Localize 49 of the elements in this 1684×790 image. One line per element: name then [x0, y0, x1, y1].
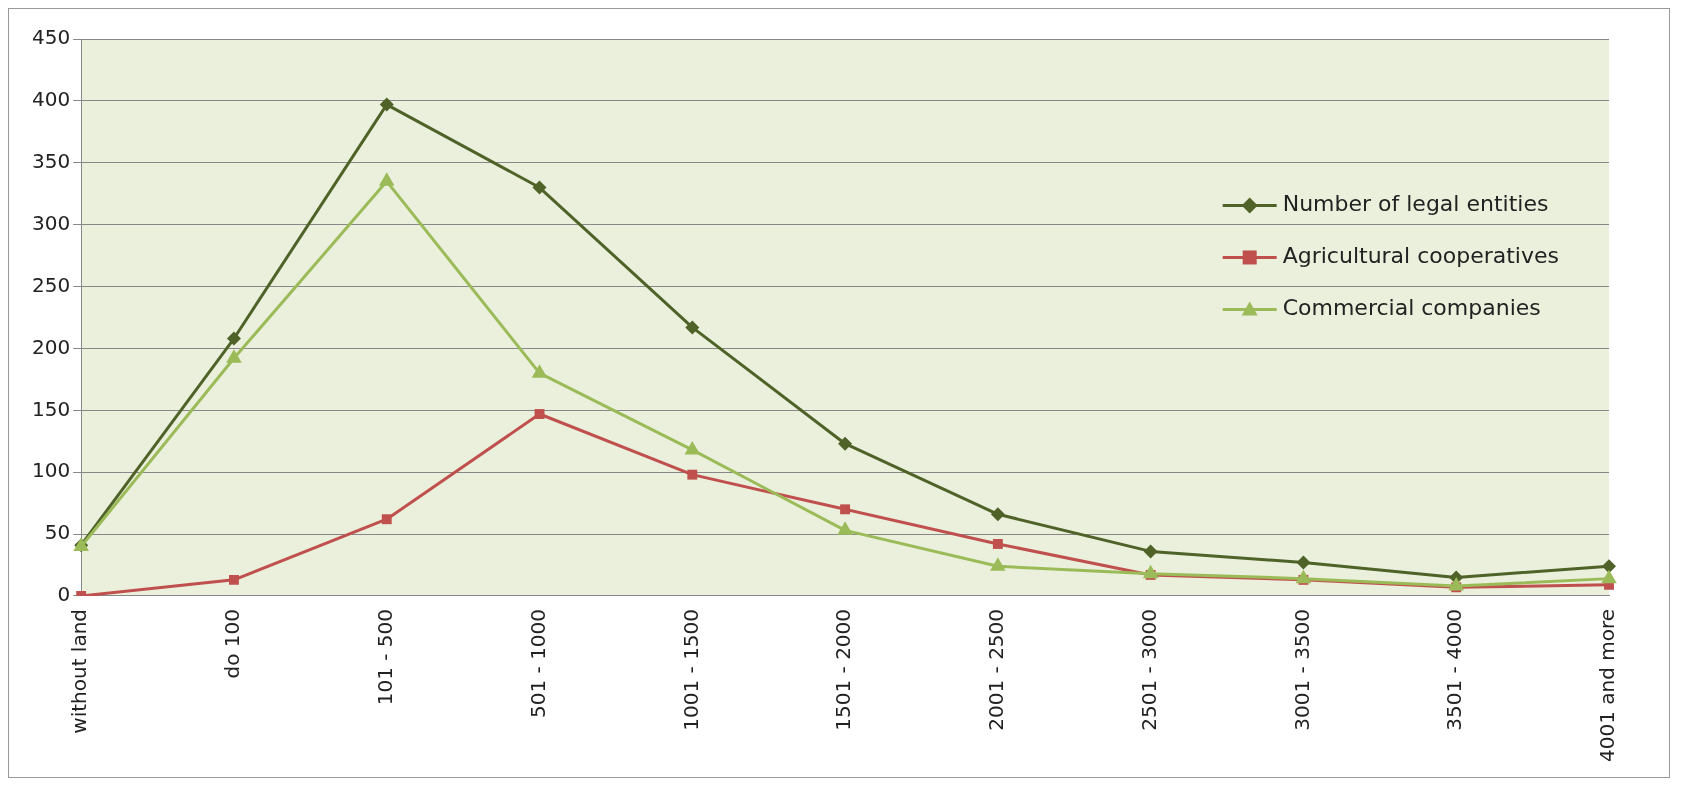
- x-tick-label: 4001 and more: [1595, 608, 1620, 762]
- x-tick-label: 2501 - 3000: [1136, 608, 1161, 731]
- point: [990, 557, 1006, 571]
- point: [1602, 559, 1616, 574]
- x-tick-label: 501 - 1000: [525, 608, 550, 718]
- y-tick-label: 300: [31, 210, 71, 235]
- point: [229, 574, 239, 585]
- point: [226, 349, 242, 363]
- point: [685, 320, 700, 335]
- y-tick-label: 0: [57, 582, 71, 607]
- y-tick-label: 100: [31, 458, 71, 483]
- y-tick-label: 50: [44, 520, 71, 545]
- point: [378, 172, 395, 186]
- legend-label: Agricultural cooperatives: [1282, 243, 1560, 269]
- x-tick-label: do 100: [220, 608, 245, 679]
- point: [1295, 569, 1312, 584]
- x-tick-label: 3001 - 3500: [1289, 608, 1314, 731]
- y-tick-label: 150: [31, 396, 71, 421]
- legend-label: Number of legal entities: [1282, 191, 1549, 217]
- point: [1142, 564, 1159, 579]
- point: [379, 97, 394, 112]
- point: [687, 469, 698, 480]
- y-tick-label: 250: [31, 272, 71, 297]
- point: [990, 507, 1005, 522]
- point: [1143, 544, 1158, 559]
- y-tick-label: 350: [31, 148, 71, 173]
- point: [532, 180, 547, 195]
- y-tick-label: 400: [31, 87, 71, 112]
- point: [1296, 555, 1311, 570]
- x-tick-label: 3501 - 4000: [1442, 608, 1467, 731]
- point: [1601, 569, 1617, 584]
- x-tick-label: without land: [67, 608, 92, 734]
- x-tick-label: 1001 - 1500: [678, 608, 703, 731]
- y-tick-label: 450: [31, 25, 71, 50]
- point: [840, 504, 851, 515]
- point: [992, 539, 1003, 549]
- x-tick-label: 101 - 500: [372, 608, 397, 706]
- point: [226, 331, 241, 346]
- point: [381, 514, 392, 525]
- point: [837, 521, 853, 535]
- point: [1448, 577, 1465, 591]
- y-tick-label: 200: [31, 334, 71, 359]
- x-tick-label: 2001 - 2500: [984, 608, 1009, 731]
- legend-label: Commercial companies: [1282, 295, 1541, 321]
- x-tick-label: 1501 - 2000: [831, 608, 856, 731]
- point: [531, 364, 548, 378]
- point: [534, 409, 545, 419]
- point: [838, 436, 853, 451]
- point: [684, 440, 701, 455]
